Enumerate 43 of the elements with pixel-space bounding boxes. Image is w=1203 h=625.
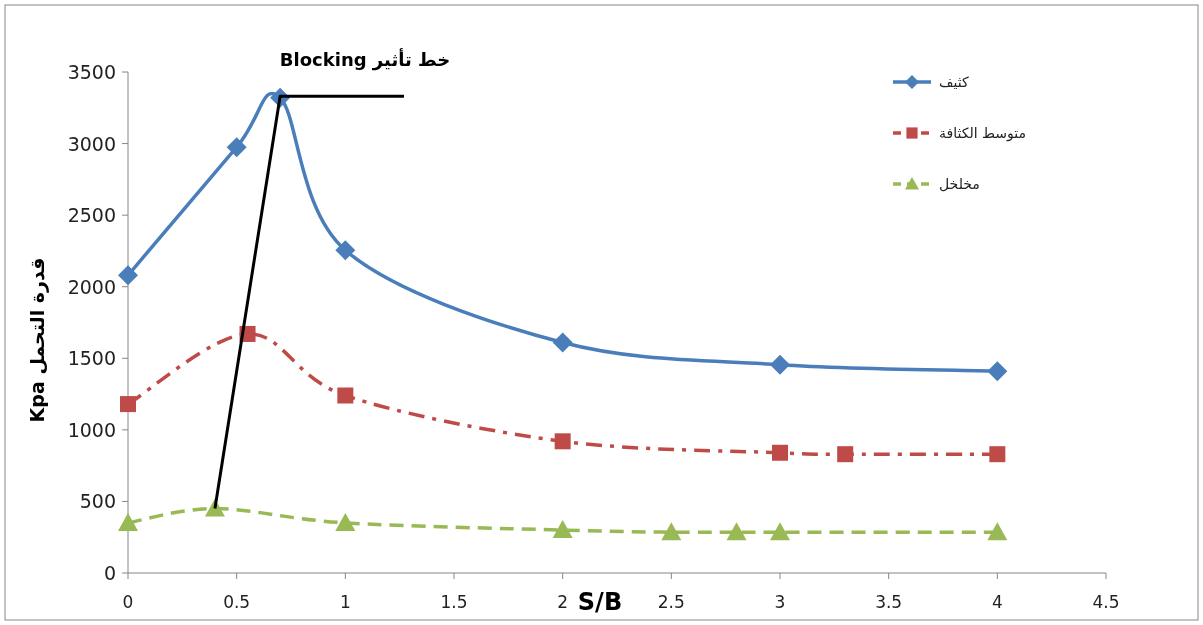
point — [554, 433, 571, 450]
y-tick-label: 1500 — [67, 347, 116, 370]
y-tick-label: 2000 — [67, 275, 116, 298]
x-tick-label: 3.5 — [875, 592, 903, 612]
point — [120, 396, 136, 413]
y-tick-label: 1000 — [67, 418, 116, 441]
point — [226, 137, 247, 158]
x-tick-label: 2.5 — [657, 592, 685, 612]
point — [335, 512, 356, 531]
y-axis-title: قدرة التحمل Kpa — [26, 257, 49, 423]
point — [770, 522, 790, 541]
x-tick-label: 3 — [774, 592, 786, 612]
point — [989, 446, 1006, 463]
point — [118, 265, 138, 286]
x-tick-label: 2 — [557, 592, 569, 612]
x-axis-title: S/B — [577, 588, 623, 616]
x-tick-label: 4.5 — [1092, 592, 1120, 612]
point — [337, 387, 354, 404]
point — [772, 444, 788, 461]
x-tick-label: 1.5 — [440, 592, 468, 612]
point — [552, 332, 573, 353]
chart-title: خط تأثير Blocking — [279, 48, 451, 71]
x-tick-label: 0 — [122, 592, 134, 612]
legend-label: متوسط الكثافة — [939, 125, 1027, 142]
y-tick-label: 2500 — [67, 204, 116, 227]
point — [661, 522, 682, 541]
y-tick-label: 3500 — [67, 61, 116, 83]
point — [837, 446, 854, 463]
x-tick-label: 4 — [991, 592, 1003, 612]
point — [335, 240, 356, 261]
x-tick-label: 1 — [339, 592, 351, 612]
point — [987, 522, 1008, 541]
y-tick-label: 3000 — [67, 132, 116, 155]
x-tick-label: 0.5 — [223, 592, 251, 612]
point — [118, 512, 138, 531]
point — [552, 520, 573, 539]
point — [726, 522, 747, 541]
legend-label: كثيف — [939, 74, 969, 90]
y-tick-label: 0 — [103, 562, 116, 584]
point — [987, 361, 1008, 382]
point — [770, 354, 790, 375]
legend-label: مخلخل — [939, 176, 980, 192]
y-tick-label: 500 — [79, 490, 116, 513]
